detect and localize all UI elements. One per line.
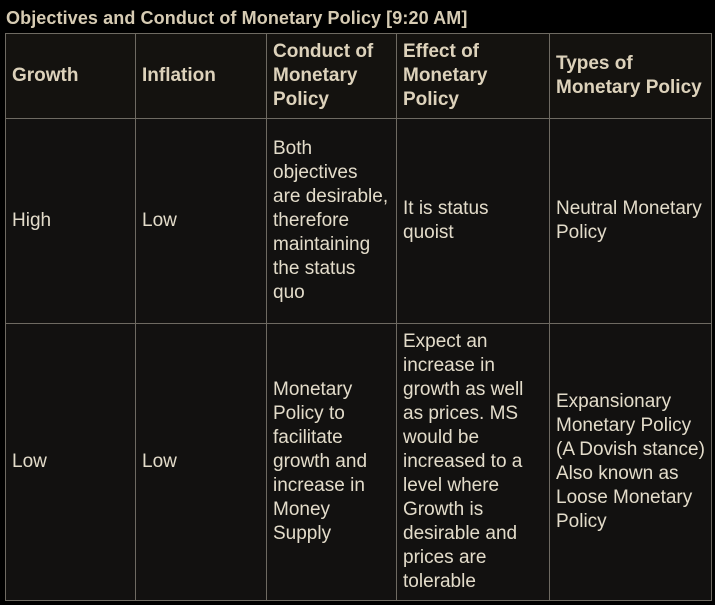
title-text: Objectives and Conduct of Monetary Polic… (6, 8, 382, 28)
timestamp: [9:20 AM] (386, 8, 468, 28)
cell-effect: It is status quoist (396, 118, 550, 324)
table-header-row: Growth Inflation Conduct of Monetary Pol… (5, 33, 712, 119)
header-effect: Effect of Monetary Policy (396, 33, 550, 119)
page-title: Objectives and Conduct of Monetary Polic… (6, 8, 467, 29)
header-growth: Growth (5, 33, 136, 119)
header-conduct: Conduct of Monetary Policy (266, 33, 397, 119)
cell-conduct: Monetary Policy to facilitate growth and… (266, 323, 397, 601)
cell-type: Expansionary Monetary Policy (A Dovish s… (549, 323, 712, 601)
table-row: Low Low Monetary Policy to facilitate gr… (5, 323, 712, 601)
monetary-policy-table: Growth Inflation Conduct of Monetary Pol… (5, 33, 712, 601)
cell-type: Neutral Monetary Policy (549, 118, 712, 324)
header-types: Types of Monetary Policy (549, 33, 712, 119)
cell-growth: Low (5, 323, 136, 601)
cell-inflation: Low (135, 118, 267, 324)
cell-growth: High (5, 118, 136, 324)
cell-conduct: Both objectives are desirable, therefore… (266, 118, 397, 324)
table-row: High Low Both objectives are desirable, … (5, 118, 712, 324)
cell-inflation: Low (135, 323, 267, 601)
header-inflation: Inflation (135, 33, 267, 119)
cell-effect: Expect an increase in growth as well as … (396, 323, 550, 601)
